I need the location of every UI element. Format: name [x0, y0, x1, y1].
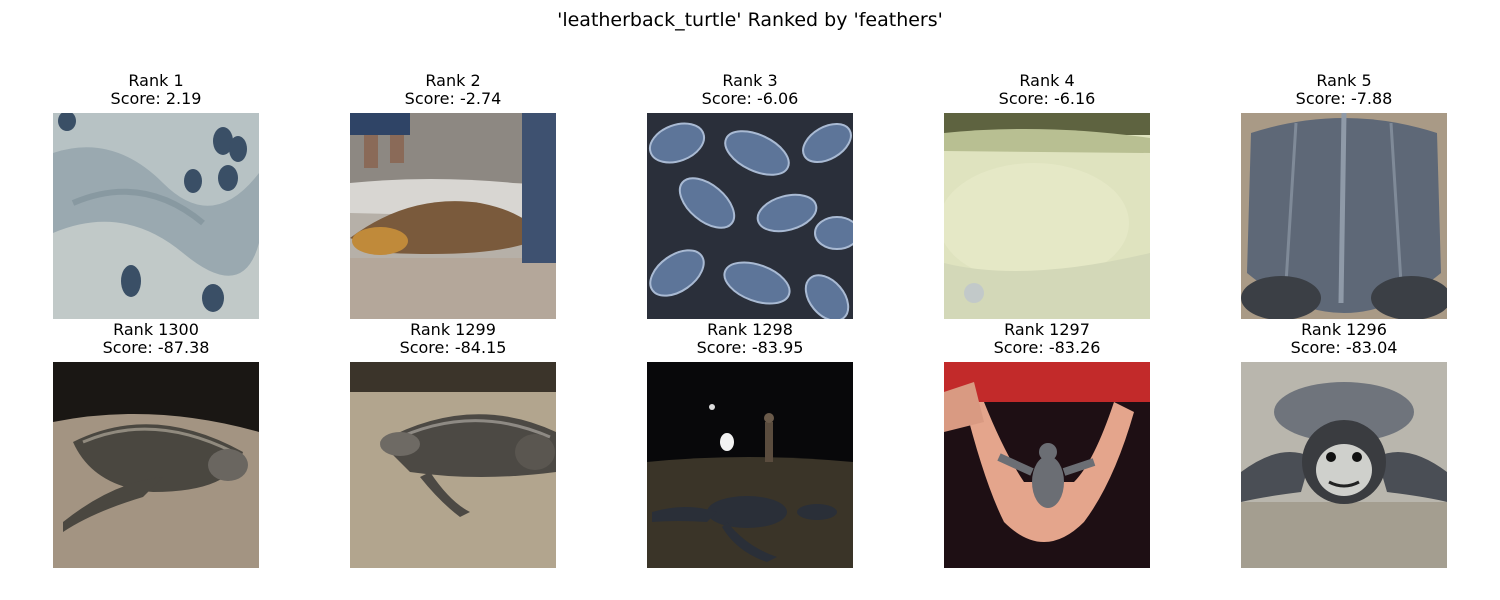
rank-label: Rank 1296: [1301, 320, 1387, 339]
bottom-panel-3-caption: Rank 1298 Score: -83.95: [607, 321, 893, 357]
score-label: Score: -83.04: [1290, 338, 1398, 357]
score-label: Score: -83.95: [696, 338, 804, 357]
adult-nesting-image: [53, 362, 259, 568]
rank-label: Rank 3: [722, 71, 778, 90]
top-panel-2-caption: Rank 2 Score: -2.74: [310, 72, 596, 108]
figure-title: 'leatherback_turtle' Ranked by 'feathers…: [557, 9, 943, 31]
score-label: Score: -84.15: [399, 338, 507, 357]
rank-label: Rank 1: [128, 71, 184, 90]
score-label: Score: -83.26: [993, 338, 1101, 357]
night-beach-image: [647, 362, 853, 568]
rank-label: Rank 5: [1316, 71, 1372, 90]
rank-label: Rank 1297: [1004, 320, 1090, 339]
top-panel-1-caption: Rank 1 Score: 2.19: [13, 72, 299, 108]
rank-label: Rank 1299: [410, 320, 496, 339]
turtle-in-surf-image: [350, 113, 556, 319]
adult-digging-image: [350, 362, 556, 568]
bottom-panel-4-caption: Rank 1297 Score: -83.26: [904, 321, 1190, 357]
score-label: Score: -7.88: [1295, 89, 1393, 108]
pile-of-hatchlings-image: [647, 113, 853, 319]
top-panel-5-caption: Rank 5 Score: -7.88: [1201, 72, 1487, 108]
rank-label: Rank 4: [1019, 71, 1075, 90]
bottom-panel-5-caption: Rank 1296 Score: -83.04: [1201, 321, 1487, 357]
score-label: Score: -6.06: [701, 89, 799, 108]
score-label: Score: -6.16: [998, 89, 1096, 108]
hatchlings-on-sand-image: [53, 113, 259, 319]
rank-label: Rank 1300: [113, 320, 199, 339]
pale-green-sand-image: [944, 113, 1150, 319]
top-panel-4-caption: Rank 4 Score: -6.16: [904, 72, 1190, 108]
score-label: Score: 2.19: [110, 89, 202, 108]
hatchling-in-hands-image: [944, 362, 1150, 568]
bottom-panel-1-caption: Rank 1300 Score: -87.38: [13, 321, 299, 357]
rank-label: Rank 1298: [707, 320, 793, 339]
top-panel-3-caption: Rank 3 Score: -6.06: [607, 72, 893, 108]
hatchling-face-image: [1241, 362, 1447, 568]
rank-label: Rank 2: [425, 71, 481, 90]
score-label: Score: -2.74: [404, 89, 502, 108]
adult-carapace-image: [1241, 113, 1447, 319]
bottom-panel-2-caption: Rank 1299 Score: -84.15: [310, 321, 596, 357]
score-label: Score: -87.38: [102, 338, 210, 357]
